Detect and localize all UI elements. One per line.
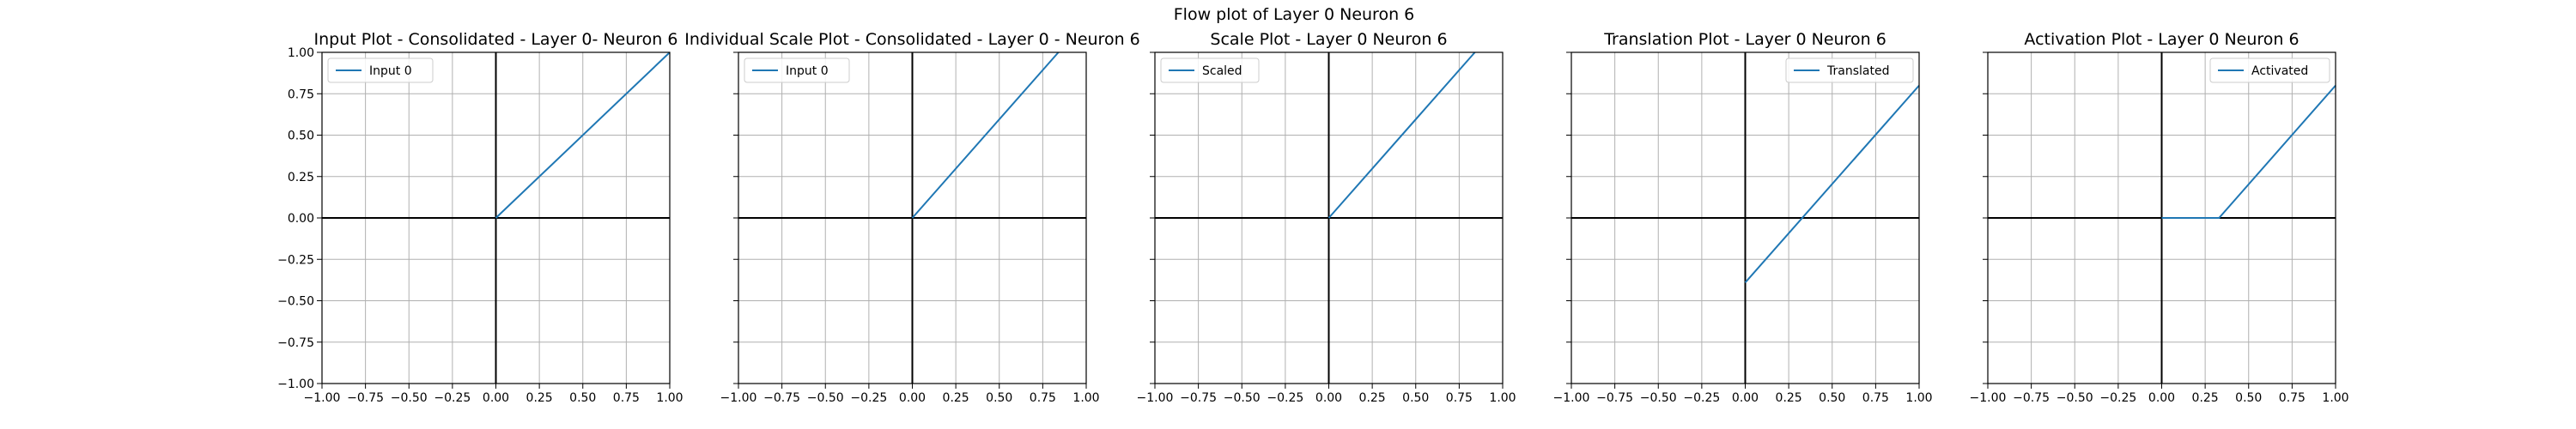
legend-box [1160, 57, 1260, 83]
legend: Activated [2209, 57, 2330, 83]
series-line-scaled [1327, 51, 1476, 219]
y-tick-label: 0.50 [288, 130, 314, 143]
legend-label: Activated [2251, 64, 2308, 78]
legend: Translated [1785, 57, 1914, 83]
subplot-1: Input Plot - Consolidated - Layer 0- Neu… [277, 30, 683, 405]
x-tick-label: −0.25 [1683, 391, 1720, 405]
legend-label: Scaled [1202, 64, 1242, 78]
subplot-3: Scale Plot - Layer 0 Neuron 6−1.00 −0.75−… [1137, 30, 1516, 405]
y-tick-label: 0.25 [288, 171, 314, 184]
plot-title: Individual Scale Plot - Consolidated - L… [684, 30, 1140, 49]
legend-box [1785, 57, 1914, 83]
x-tick-label: −0.50 [2057, 391, 2093, 405]
subplot-panels: Input Plot - Consolidated - Layer 0- Neu… [277, 30, 2348, 405]
series-line-input-0 [495, 51, 671, 219]
x-tick-label: 0.00 [1732, 391, 1759, 405]
x-tick-label: 1.00 [1905, 391, 1932, 405]
legend: Scaled [1160, 57, 1260, 83]
x-tick-label: 0.75 [613, 391, 640, 405]
x-tick-label: 0.00 [899, 391, 926, 405]
figure-suptitle: Flow plot of Layer 0 Neuron 6 [1174, 5, 1415, 24]
legend-label: Input 0 [786, 64, 829, 78]
x-tick-label: 1.00 [1072, 391, 1099, 405]
x-tick-label: −0.25 [850, 391, 887, 405]
x-tick-label: −0.75 [1596, 391, 1633, 405]
plot-title: Activation Plot - Layer 0 Neuron 6 [2024, 30, 2299, 49]
x-tick-label: −0.50 [1224, 391, 1261, 405]
x-tick-label: 0.50 [986, 391, 1012, 405]
legend-label: Input 0 [369, 64, 412, 78]
series-line-activated [2161, 84, 2336, 219]
x-tick-label: 0.25 [1359, 391, 1386, 405]
x-tick-label: −0.25 [1267, 391, 1303, 405]
x-tick-label: −0.75 [763, 391, 800, 405]
x-tick-label: −0.75 [347, 391, 384, 405]
x-tick-label: 0.75 [2279, 391, 2306, 405]
x-tick-label: 0.75 [1030, 391, 1056, 405]
legend-box [327, 57, 434, 83]
x-tick-label: −0.50 [807, 391, 844, 405]
x-tick-label: −1.00 [304, 391, 341, 405]
subplot-4: Translation Plot - Layer 0 Neuron 6 −1.00… [1553, 30, 1933, 405]
plot-title: Scale Plot - Layer 0 Neuron 6 [1210, 30, 1447, 49]
legend: Input 0 [327, 57, 434, 83]
x-tick-label: −1.00 [1137, 391, 1174, 405]
legend-box [2209, 57, 2330, 83]
x-tick-label: −0.50 [391, 391, 428, 405]
y-tick-label: −0.25 [277, 253, 314, 267]
x-tick-label: −1.00 [720, 391, 757, 405]
x-tick-label: 0.75 [1862, 391, 1889, 405]
y-tick-label: −0.50 [277, 295, 314, 309]
legend: Input 0 [744, 57, 850, 83]
x-tick-label: 0.25 [2192, 391, 2219, 405]
plot-title: Translation Plot - Layer 0 Neuron 6 [1603, 30, 1886, 49]
x-tick-label: 0.25 [526, 391, 553, 405]
x-tick-label: 0.75 [1446, 391, 1473, 405]
x-tick-label: 0.25 [1776, 391, 1802, 405]
x-tick-label: 0.50 [2235, 391, 2262, 405]
x-tick-label: 0.00 [2148, 391, 2175, 405]
y-tick-label: −1.00 [277, 378, 314, 391]
x-tick-label: −1.00 [1553, 391, 1590, 405]
x-tick-label: 1.00 [1489, 391, 1516, 405]
x-tick-label: −0.25 [2099, 391, 2136, 405]
y-tick-label: 1.00 [288, 46, 314, 60]
y-tick-label: −0.75 [277, 336, 314, 350]
x-tick-label: −0.75 [2013, 391, 2050, 405]
x-tick-label: 0.50 [569, 391, 596, 405]
series-line-translated [1744, 84, 1920, 283]
x-tick-label: 0.00 [1315, 391, 1342, 405]
x-tick-label: 0.25 [943, 391, 969, 405]
subplot-2: Individual Scale Plot - Consolidated - L… [684, 30, 1140, 405]
x-tick-label: −0.75 [1180, 391, 1217, 405]
x-tick-label: 1.00 [2322, 391, 2348, 405]
y-tick-label: 0.75 [288, 88, 314, 101]
plot-title: Input Plot - Consolidated - Layer 0- Neu… [314, 30, 678, 49]
x-tick-label: −0.25 [434, 391, 471, 405]
x-tick-label: −1.00 [1970, 391, 2007, 405]
x-tick-label: 1.00 [656, 391, 683, 405]
x-tick-label: 0.50 [1402, 391, 1429, 405]
series-line-input-0 [911, 51, 1060, 219]
x-tick-label: −0.50 [1640, 391, 1677, 405]
y-tick-label: 0.00 [288, 212, 314, 226]
subplot-5: Activation Plot - Layer 0 Neuron 6−1.00−… [1970, 30, 2349, 405]
legend-box [744, 57, 850, 83]
legend-label: Translated [1826, 64, 1889, 78]
x-tick-label: 0.50 [1819, 391, 1845, 405]
x-tick-label: 0.00 [483, 391, 509, 405]
